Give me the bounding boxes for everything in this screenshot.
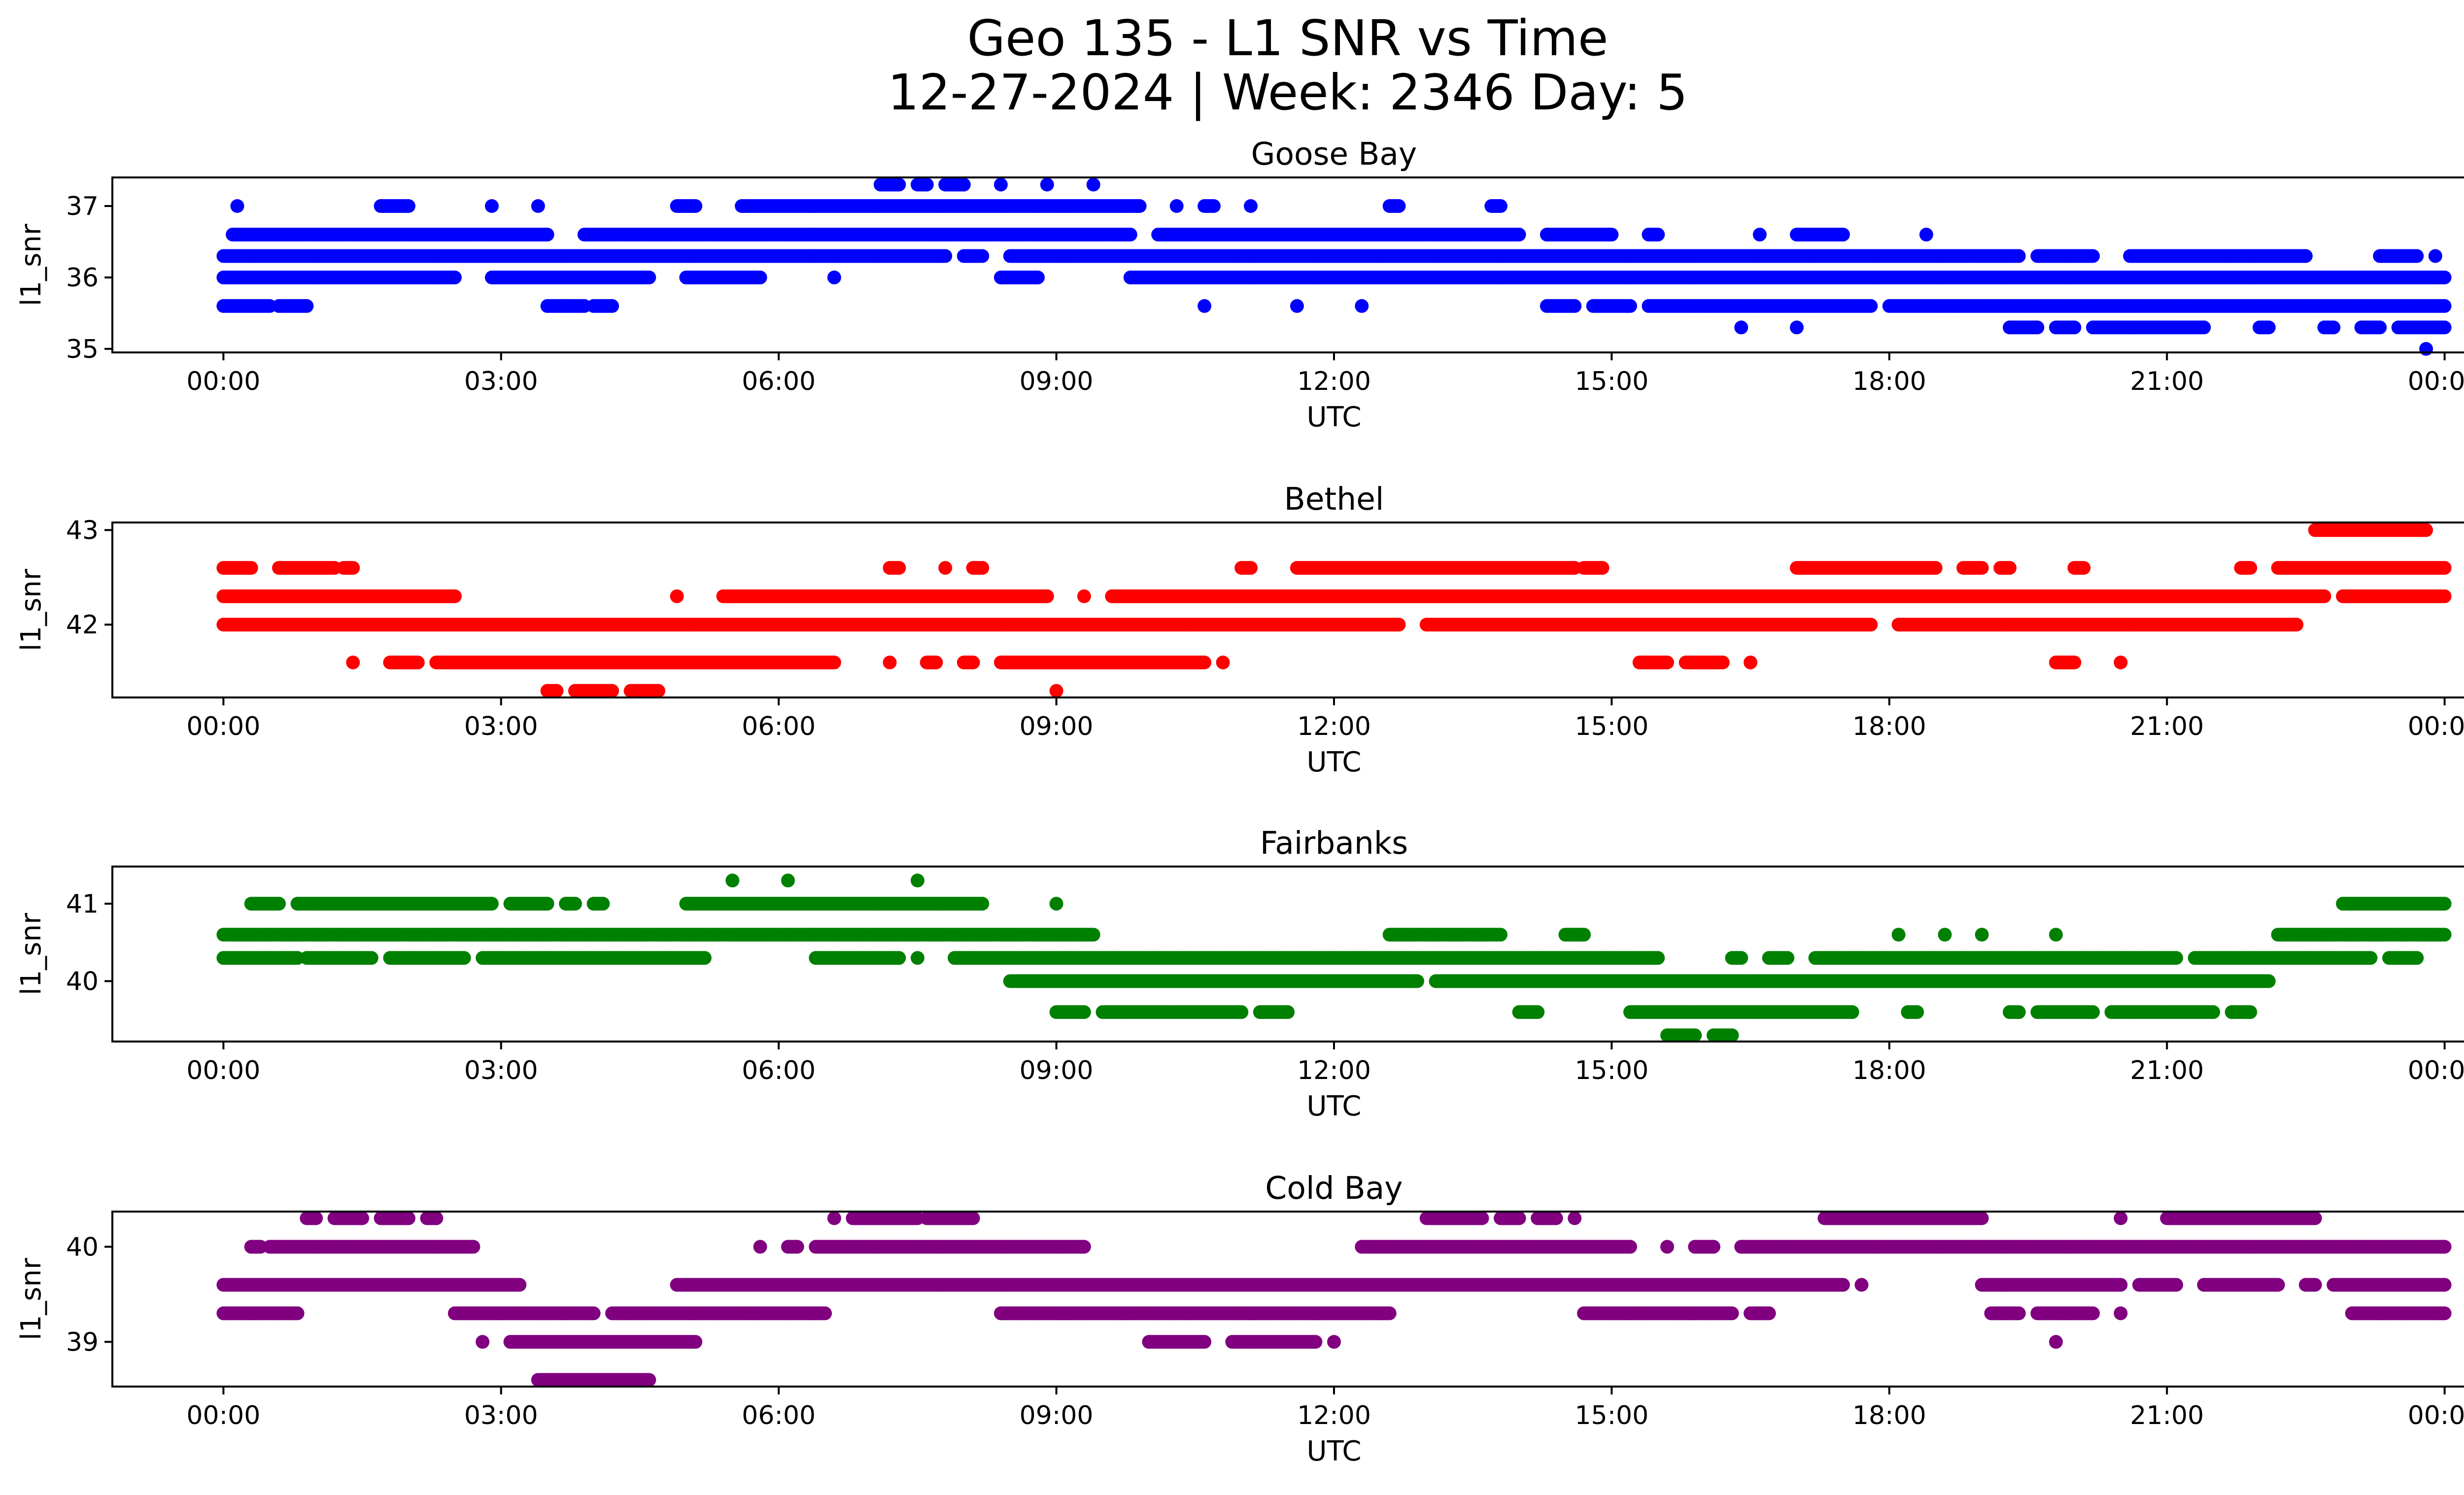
data-point [1169, 199, 1184, 213]
data-point [2437, 320, 2452, 335]
figure-title-line2: 12-27-2024 | Week: 2346 Day: 5 [888, 64, 1687, 121]
x-tick-label: 00:00 [186, 367, 260, 396]
data-point [1975, 561, 1989, 575]
data-point [1752, 227, 1767, 242]
data-point [1494, 199, 1507, 213]
data-point [2261, 320, 2276, 335]
data-point [753, 270, 767, 284]
data-point [2030, 320, 2045, 335]
data-point [2410, 249, 2424, 263]
data-point [1836, 227, 1850, 242]
data-point [1919, 227, 1933, 242]
data-point [300, 299, 314, 313]
data-point [2437, 299, 2452, 313]
data-point [1077, 589, 1091, 603]
data-point [447, 589, 462, 603]
data-point [1864, 299, 1878, 313]
data-point [2373, 320, 2387, 335]
data-point [1512, 227, 1526, 242]
data-point [892, 561, 906, 575]
data-point [1568, 299, 1582, 313]
data-point [1132, 199, 1147, 213]
data-point [957, 177, 971, 192]
data-point [920, 177, 934, 192]
data-point [605, 299, 619, 313]
x-tick-label: 06:00 [742, 367, 816, 396]
data-point [1031, 270, 1045, 284]
data-point [938, 561, 953, 575]
scatter-points [216, 523, 2452, 698]
data-point [827, 270, 841, 284]
data-point [2428, 249, 2442, 263]
data-point [447, 270, 462, 284]
x-tick-label: 00:00 [2408, 367, 2464, 396]
subplot-title: Goose Bay [1251, 136, 1417, 172]
data-point [2077, 561, 2091, 575]
data-point [540, 227, 554, 242]
data-point [670, 589, 684, 603]
data-point [1790, 320, 1804, 335]
data-point [230, 199, 244, 213]
data-point [1244, 199, 1258, 213]
data-point [2419, 342, 2433, 356]
data-point [1651, 227, 1665, 242]
data-point [1244, 561, 1258, 575]
x-tick-label: 09:00 [1020, 367, 1094, 396]
data-point [1392, 199, 1406, 213]
data-point [1355, 299, 1369, 313]
subplots: Goose Bay 00:00 03:00 06:00 09:00 12:00 15:00 1… [15, 136, 2464, 1467]
data-point [485, 199, 499, 213]
data-point [1928, 561, 1943, 575]
data-point [2437, 561, 2452, 575]
x-tick-label: 15:00 [1574, 367, 1648, 396]
data-point [975, 249, 990, 263]
x-axis-label: UTC [1306, 401, 1361, 433]
y-axis-label: l1_snr [15, 223, 47, 306]
data-point [1605, 227, 1619, 242]
data-point [1040, 589, 1054, 603]
data-point [1040, 177, 1054, 192]
data-point [975, 561, 990, 575]
x-tick-label: 21:00 [2130, 367, 2204, 396]
data-point [2086, 249, 2100, 263]
data-point [346, 561, 360, 575]
data-point [642, 270, 656, 284]
data-point [531, 199, 545, 213]
subplot-title: Bethel [1284, 481, 1384, 517]
data-point [1206, 199, 1221, 213]
data-point [1086, 177, 1100, 192]
data-point [2003, 561, 2017, 575]
data-point [2298, 249, 2313, 263]
x-tick-label: 12:00 [1297, 367, 1371, 396]
scatter-points [216, 177, 2452, 356]
y-tick-label: 36 [66, 263, 99, 293]
y-tick-label: 35 [66, 335, 99, 364]
data-point [2012, 249, 2026, 263]
x-tick-label: 03:00 [464, 367, 538, 396]
data-point [244, 561, 258, 575]
data-point [1734, 320, 1748, 335]
data-point [938, 249, 953, 263]
data-point [1623, 299, 1637, 313]
data-point [2067, 320, 2082, 335]
data-point [1123, 227, 1137, 242]
subplot-0: Goose Bay 00:00 03:00 06:00 09:00 12:00 15:00 1… [15, 136, 2464, 433]
y-tick-label: 37 [66, 192, 99, 221]
data-point [2243, 561, 2258, 575]
data-point [892, 177, 906, 192]
data-point [688, 199, 703, 213]
data-point [1595, 561, 1609, 575]
figure-title-line1: Geo 135 - L1 SNR vs Time [967, 9, 1608, 67]
data-point [2437, 270, 2452, 284]
data-point [2327, 320, 2341, 335]
data-point [993, 177, 1008, 192]
data-point [2197, 320, 2211, 335]
data-point [1198, 299, 1212, 313]
data-point [1290, 299, 1304, 313]
data-point [402, 199, 415, 213]
x-tick-label: 18:00 [1852, 367, 1926, 396]
